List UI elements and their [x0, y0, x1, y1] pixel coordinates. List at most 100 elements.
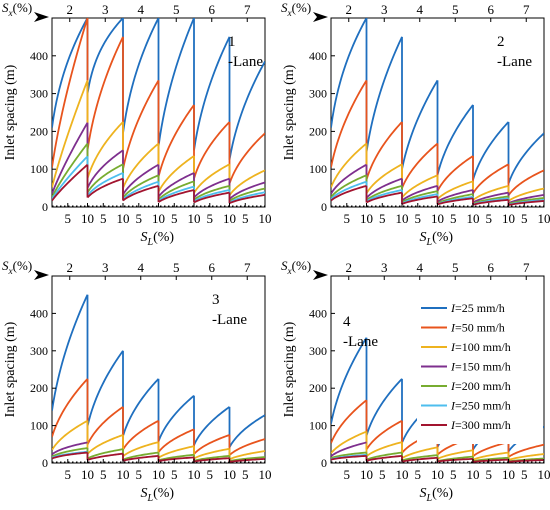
panel-label-lane: -Lane: [343, 334, 378, 350]
series-3-sx7-line: [507, 187, 544, 202]
series-1-sx3-line: [86, 350, 124, 427]
legend-label: I=50 mm/h: [450, 321, 505, 335]
series-4-sx3-line: [86, 149, 124, 189]
x-tick-label: 5: [136, 211, 143, 226]
series-1-sx4-line: [122, 18, 160, 134]
x-tick-label: 5: [242, 467, 249, 482]
y-tick-label: 400: [30, 306, 48, 320]
series-2-sx4-line: [122, 79, 160, 170]
x-axis: 5 10 5 10 5 10 5 10 5 10 5 10: [65, 459, 272, 482]
legend-label: I=100 mm/h: [450, 340, 511, 354]
series-7-sx5-line: [158, 456, 195, 463]
sx-tick-label: 5: [173, 2, 180, 17]
sx-arrow-icon: [34, 12, 49, 22]
x-axis: 5 10 5 10 5 10 5 10 5 10 5 10: [65, 203, 272, 226]
series-5-sx6-line: [472, 456, 509, 463]
series-5-sx4-line: [122, 174, 159, 199]
x-axis-label: SL(%): [141, 486, 175, 504]
series-4-sx7-line: [228, 181, 265, 200]
series-6-sx2-line: [52, 155, 89, 200]
x-tick-label: 5: [100, 467, 107, 482]
sx-axis: 2 3 4 5 6 7: [67, 2, 251, 22]
sx-tick-label: 5: [452, 260, 459, 275]
sx-tick-label: 2: [67, 2, 74, 17]
y-axis-label: Inlet spacing (m): [282, 64, 297, 160]
series-2-sx7-line: [507, 443, 544, 458]
x-tick-label: 10: [81, 211, 94, 226]
x-tick-label: 5: [242, 211, 249, 226]
series-3-sx4-line: [122, 142, 160, 189]
sx-tick-label: 4: [417, 260, 424, 275]
series-7-sx5-line: [437, 197, 474, 206]
legend: I=25 mm/h I=50 mm/h I=100 mm/h I=150 mm/h I=…: [417, 294, 543, 444]
sx-tick-label: 6: [209, 260, 216, 275]
series-6-sx2-line: [331, 180, 367, 200]
series-5-sx2-line: [52, 447, 88, 458]
series-3-sx3-line: [365, 441, 403, 457]
panel-label-lane: -Lane: [212, 312, 247, 328]
series-7-sx7-line: [508, 200, 544, 206]
sx-tick-label: 7: [244, 2, 251, 17]
x-tick-label: 5: [207, 211, 214, 226]
panel-label-lane: -Lane: [497, 54, 532, 70]
x-tick-label: 10: [467, 211, 480, 226]
x-axis: 5 10 5 10 5 10 5 10 5 10 5 10: [344, 459, 550, 482]
x-tick-label: 5: [450, 211, 457, 226]
x-tick-label: 10: [538, 211, 550, 226]
series-7-sx7-line: [508, 459, 544, 463]
series-2-sx6-line: [472, 163, 509, 194]
series-5-sx5-line: [437, 193, 474, 205]
y-tick-label: 0: [321, 456, 327, 470]
sx-axis-label: Sx(%): [281, 258, 311, 277]
series-4-sx5-line: [437, 189, 474, 203]
sx-tick-label: 5: [173, 260, 180, 275]
series-layer: [331, 18, 544, 206]
y-tick-label: 100: [309, 162, 327, 176]
sx-tick-label: 4: [138, 260, 145, 275]
series-5-sx6-line: [193, 184, 230, 201]
sx-tick-label: 3: [102, 260, 109, 275]
sx-arrow-icon: [313, 270, 328, 280]
x-tick-label: 10: [360, 467, 373, 482]
x-tick-label: 10: [117, 211, 130, 226]
y-tick-label: 200: [309, 381, 327, 395]
x-tick-label: 5: [65, 467, 72, 482]
x-tick-label: 10: [360, 211, 373, 226]
series-2-sx2-line: [331, 399, 368, 444]
series-3-sx5-line: [436, 180, 474, 200]
legend-label: I=25 mm/h: [450, 301, 505, 315]
y-tick-label: 200: [30, 381, 48, 395]
series-3-sx6-line: [472, 451, 509, 461]
y-tick-label: 0: [321, 200, 327, 214]
x-tick-label: 10: [431, 467, 444, 482]
y-tick-label: 400: [30, 49, 48, 63]
y-tick-label: 0: [42, 456, 48, 470]
x-tick-label: 5: [379, 211, 386, 226]
series-3-sx2-line: [52, 419, 88, 451]
y-axis: 0 100 200 300 400: [309, 306, 335, 470]
x-tick-label: 5: [521, 211, 528, 226]
sx-tick-label: 2: [346, 260, 353, 275]
series-7-sx4-line: [122, 454, 159, 462]
series-2-sx7-line: [228, 132, 265, 184]
y-axis: 0 100 200 300 400: [30, 49, 56, 214]
sx-tick-label: 6: [488, 260, 495, 275]
y-tick-label: 300: [30, 87, 48, 101]
x-tick-label: 10: [188, 211, 201, 226]
series-3-sx7-line: [508, 453, 544, 461]
sx-tick-label: 2: [67, 260, 74, 275]
y-tick-label: 200: [30, 124, 48, 138]
series-7-sx4-line: [122, 184, 159, 202]
series-5-sx5-line: [158, 453, 195, 462]
series-3-sx3-line: [86, 121, 124, 179]
series-layer: [52, 18, 265, 205]
series-3-sx4-line: [401, 174, 438, 199]
series-3-sx3-line: [365, 163, 403, 194]
series-5-sx3-line: [366, 451, 403, 461]
series-7-sx2-line: [52, 163, 89, 202]
series-1-sx2-line: [331, 18, 368, 128]
series-6-sx4-line: [122, 180, 159, 201]
series-5-sx3-line: [87, 448, 124, 460]
series-7-sx4-line: [401, 456, 438, 463]
series-5-sx6-line: [472, 195, 509, 205]
